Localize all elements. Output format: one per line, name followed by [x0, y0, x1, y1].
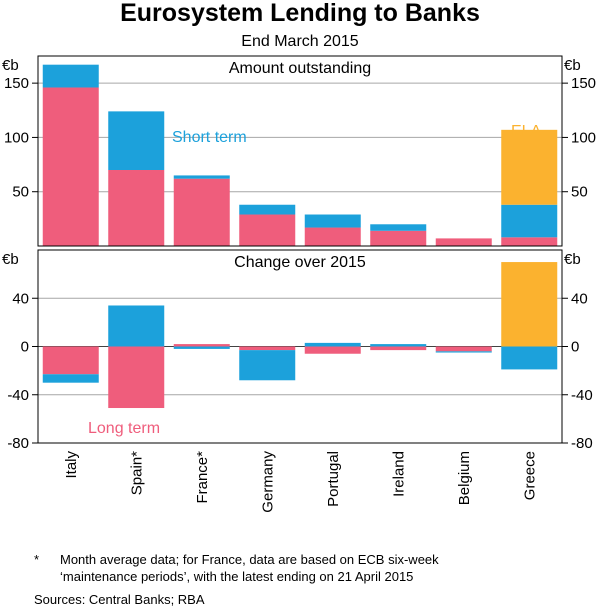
category-label: Italy — [63, 451, 80, 479]
tick-label-right: 50 — [571, 184, 588, 201]
unit-label-right: €b — [564, 251, 581, 268]
category-label: Greece — [521, 451, 538, 500]
bar-long-term — [239, 214, 296, 246]
category-label: Germany — [259, 451, 276, 513]
annotation-short-term: Short term — [172, 129, 247, 146]
bar-ela — [501, 262, 558, 347]
tick-label-left: 40 — [12, 290, 29, 307]
bar-long-term — [108, 170, 165, 246]
bar-short-term — [42, 64, 99, 88]
bar-short-term — [370, 224, 427, 231]
tick-label-left: 0 — [21, 339, 29, 356]
bar-short-term — [304, 342, 361, 347]
category-label: Spain* — [128, 451, 145, 495]
bar-short-term — [108, 305, 165, 347]
category-label: Belgium — [456, 451, 473, 505]
unit-label-left: €b — [2, 57, 19, 74]
bar-long-term — [501, 237, 558, 246]
category-label: Portugal — [325, 451, 342, 507]
footnote-text: Month average data; for France, data are… — [60, 551, 580, 585]
tick-label-right: 40 — [571, 290, 588, 307]
panel-frame — [37, 249, 563, 444]
bar-short-term — [239, 350, 296, 381]
tick-label-left: -40 — [7, 387, 29, 404]
category-label: Ireland — [390, 451, 407, 497]
bar-short-term — [42, 374, 99, 383]
chart-title: Eurosystem Lending to Banks — [120, 0, 480, 27]
annotation-long-term: Long term — [88, 420, 160, 437]
tick-label-right: 100 — [571, 129, 596, 146]
bar-long-term — [435, 346, 492, 352]
unit-label-left: €b — [2, 251, 19, 268]
bar-short-term — [370, 344, 427, 347]
bar-long-term — [173, 178, 230, 246]
tick-label-right: -40 — [571, 387, 593, 404]
tick-label-right: 150 — [571, 75, 596, 92]
panel-title: Amount outstanding — [229, 60, 371, 77]
bar-short-term — [304, 214, 361, 228]
tick-label-left: -80 — [7, 435, 29, 452]
category-label: France* — [194, 451, 211, 504]
bar-long-term — [304, 346, 361, 354]
tick-label-left: 100 — [4, 129, 29, 146]
bar-long-term — [304, 227, 361, 246]
bar-long-term — [42, 346, 99, 375]
bar-long-term — [370, 346, 427, 351]
footnote-marker: * — [34, 552, 40, 567]
bar-long-term — [370, 230, 427, 246]
footnote-line-1: Month average data; for France, data are… — [60, 552, 439, 567]
bar-short-term — [239, 204, 296, 215]
bar-long-term — [173, 344, 230, 347]
chart: Eurosystem Lending to Banks End March 20… — [2, 0, 596, 513]
tick-label-right: -80 — [571, 435, 593, 452]
panel-frame — [37, 55, 563, 247]
annotation-ela: ELA — [511, 123, 542, 140]
unit-label-right: €b — [564, 57, 581, 74]
panel-title: Change over 2015 — [234, 254, 366, 271]
tick-label-left: 150 — [4, 75, 29, 92]
bar-ela — [501, 129, 558, 205]
tick-label-right: 0 — [571, 339, 579, 356]
bar-long-term — [108, 346, 165, 409]
bar-short-term — [173, 175, 230, 179]
bar-short-term — [108, 111, 165, 170]
sources: Sources: Central Banks; RBA — [34, 592, 205, 607]
bar-long-term — [239, 346, 296, 351]
bar-short-term — [435, 351, 492, 353]
tick-label-left: 50 — [12, 184, 29, 201]
chart-subtitle: End March 2015 — [241, 33, 359, 50]
bar-long-term — [42, 87, 99, 246]
footnote-line-2: ‘maintenance periods’, with the latest e… — [60, 569, 414, 584]
bar-short-term — [501, 204, 558, 238]
bar-short-term — [173, 346, 230, 349]
bar-short-term — [501, 346, 558, 370]
bar-long-term — [435, 238, 492, 246]
